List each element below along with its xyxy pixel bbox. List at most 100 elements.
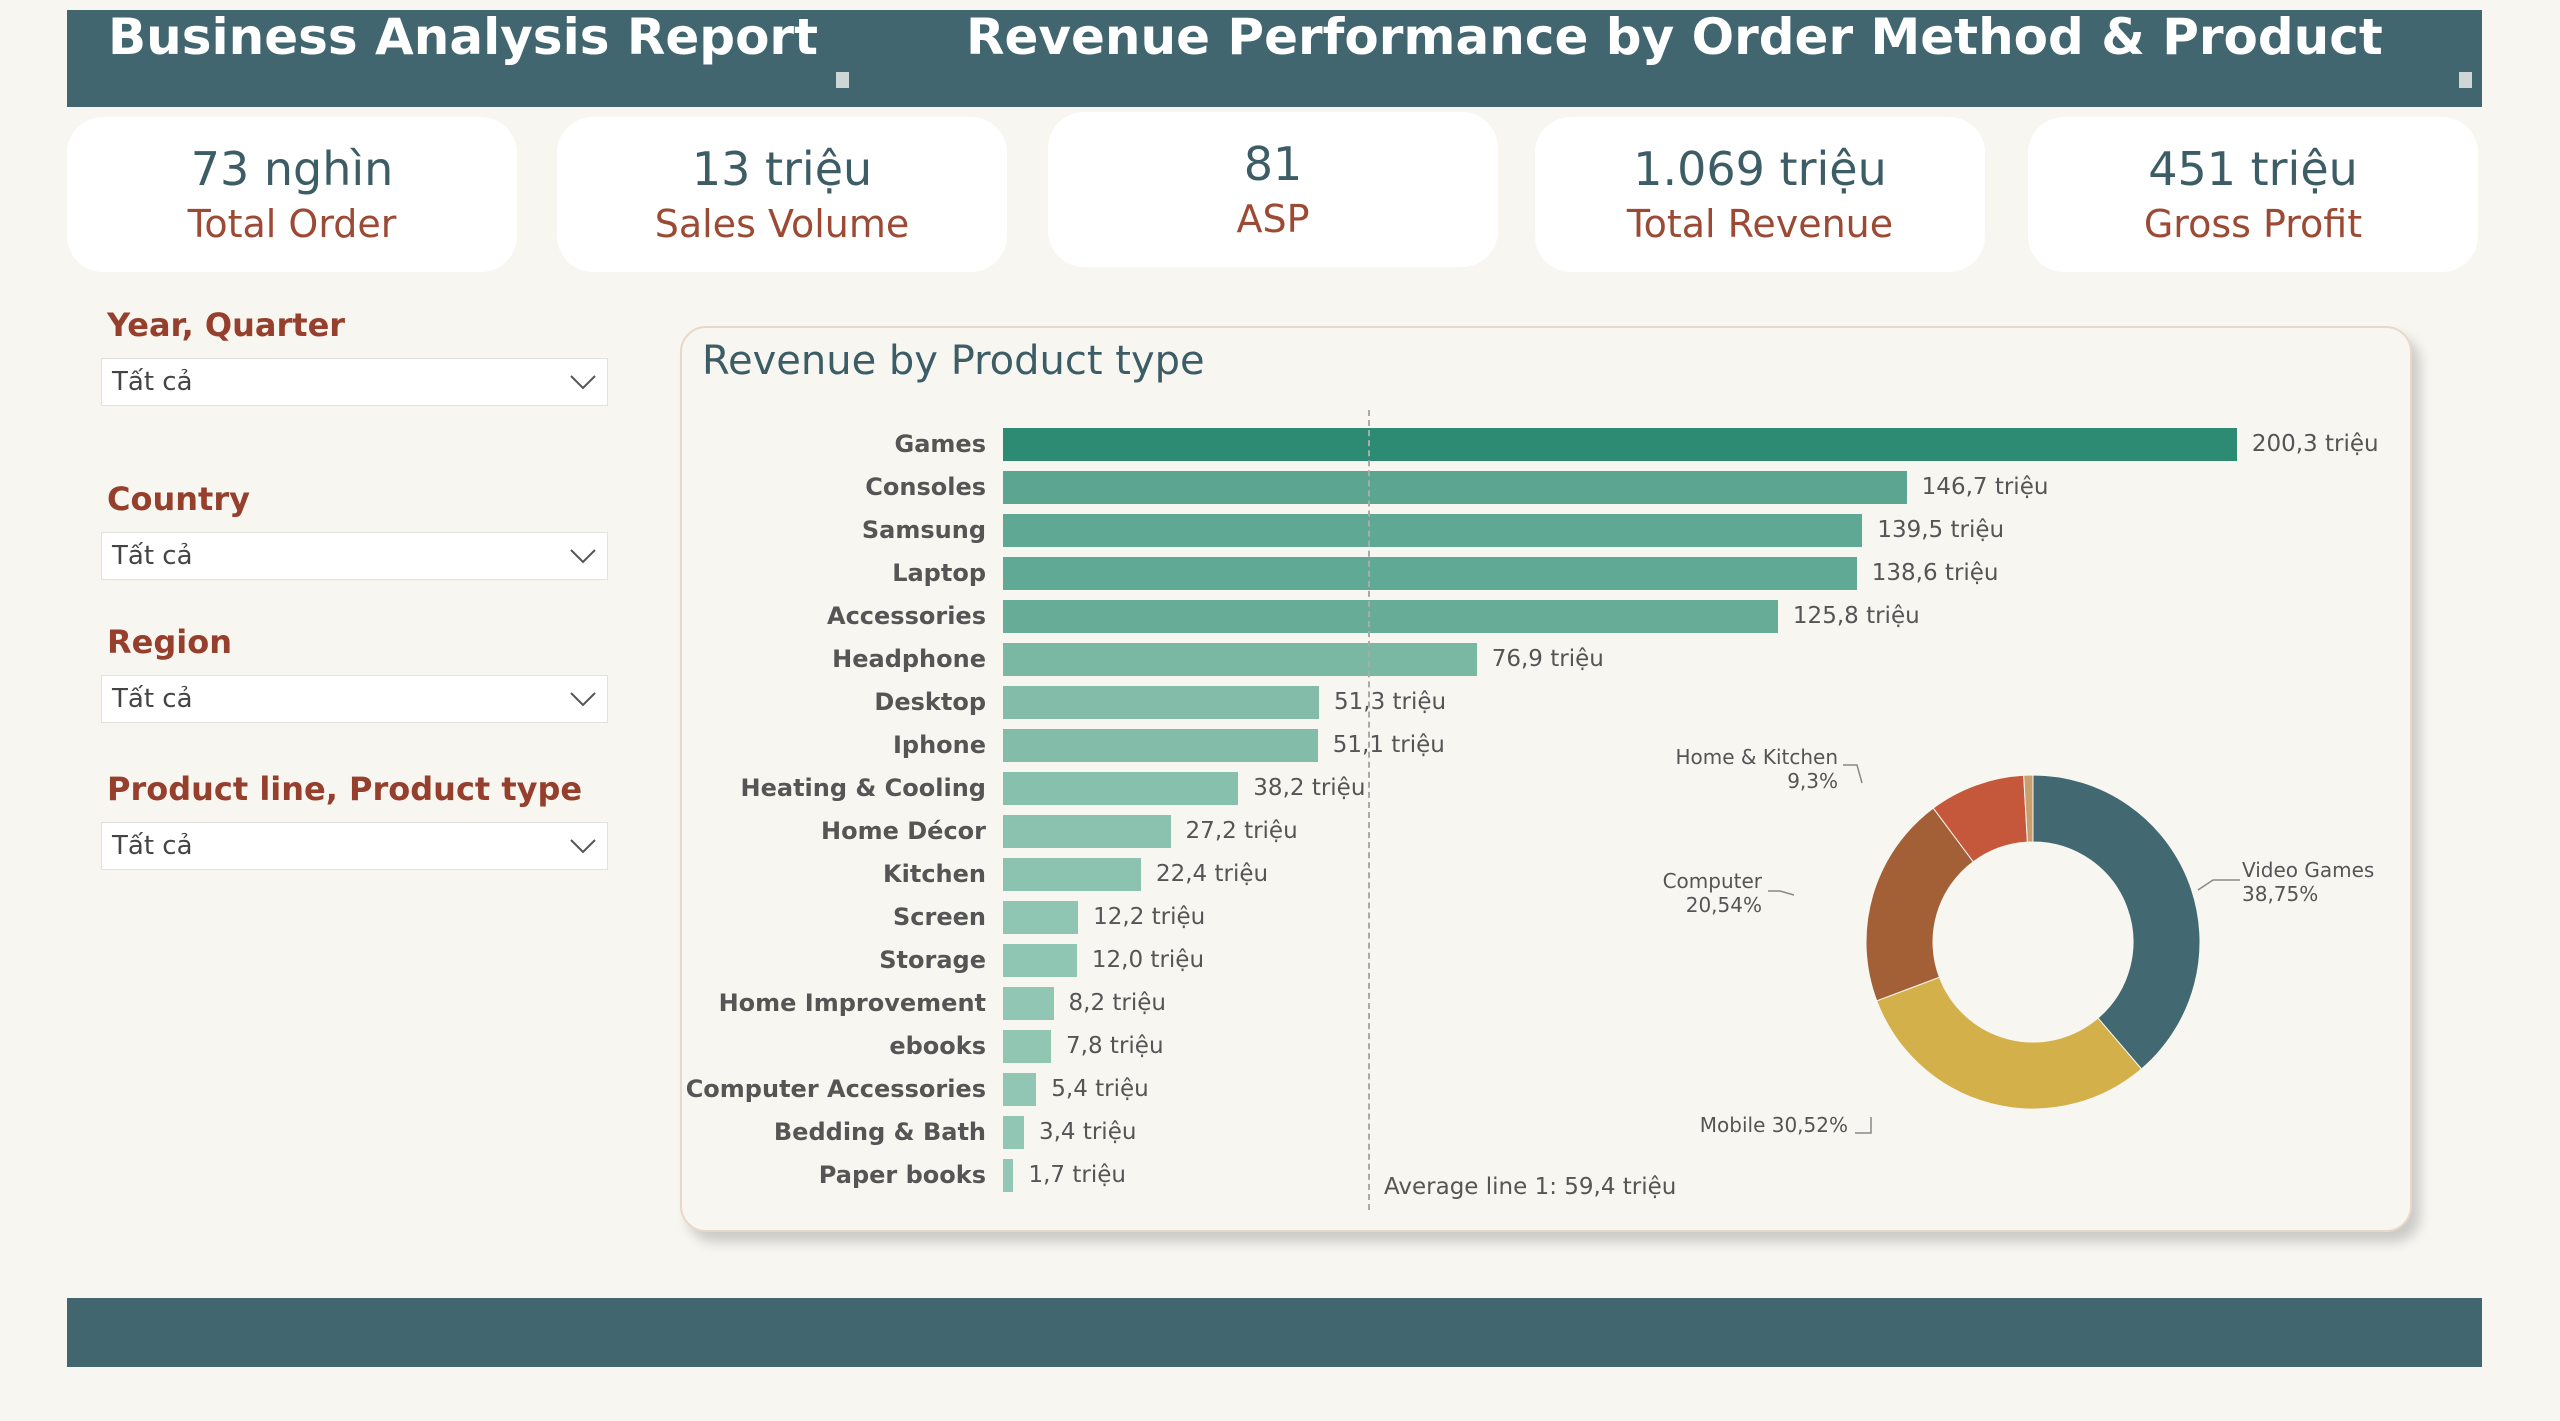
dropdown-value: Tất cả (112, 831, 193, 861)
chart-title: Revenue by Product type (702, 338, 1205, 384)
chevron-down-icon (570, 375, 596, 390)
bar-value-label: 138,6 triệu (1871, 560, 1999, 586)
bar-value-label: 8,2 triệu (1068, 990, 1166, 1016)
leader-line (1855, 1117, 1872, 1134)
dropdown-value: Tất cả (112, 367, 193, 397)
bar-value-label: 146,7 triệu (1921, 474, 2049, 500)
donut-label: Video Games (2242, 858, 2374, 882)
bar[interactable] (1003, 643, 1477, 676)
filter-label-product: Product line, Product type (107, 770, 583, 808)
year-quarter-dropdown[interactable]: Tất cả (101, 358, 608, 406)
bar-category-label: Heating & Cooling (740, 774, 986, 802)
donut-slice[interactable] (2032, 774, 2201, 1070)
bar-value-label: 125,8 triệu (1792, 603, 1920, 629)
chevron-down-icon (570, 692, 596, 707)
bar-category-label: Games (894, 430, 986, 458)
bar-value-label: 22,4 triệu (1155, 861, 1269, 887)
bar[interactable] (1003, 729, 1318, 762)
resize-handle[interactable] (2459, 72, 2472, 88)
resize-handle[interactable] (836, 72, 849, 88)
footer-bar (67, 1298, 2482, 1367)
kpi-label: Gross Profit (2143, 202, 2363, 246)
bar[interactable] (1003, 858, 1141, 891)
bar-category-label: Kitchen (883, 860, 986, 888)
bar-value-label: 3,4 triệu (1038, 1119, 1137, 1145)
filter-label-region: Region (107, 623, 232, 661)
bar-value-label: 27,2 triệu (1185, 818, 1298, 844)
bar[interactable] (1003, 901, 1079, 934)
bar-value-label: 51,3 triệu (1334, 689, 1447, 715)
leader-line (2197, 879, 2240, 891)
bar[interactable] (1003, 471, 1907, 504)
donut-slice[interactable] (1865, 807, 1974, 1002)
kpi-label: Total Revenue (1626, 202, 1894, 246)
bar-value-label: 12,2 triệu (1093, 904, 1206, 930)
bar-category-label: Computer Accessories (685, 1075, 986, 1103)
bar[interactable] (1003, 686, 1319, 719)
bar-value-label: 12,0 triệu (1091, 947, 1205, 973)
kpi-value: 81 (1243, 137, 1303, 191)
kpi-asp: 81 ASP (1048, 112, 1498, 267)
filter-label-year-quarter: Year, Quarter (107, 306, 346, 344)
bar[interactable] (1003, 944, 1077, 977)
donut-slice[interactable] (1876, 976, 2143, 1110)
header-bar (67, 10, 2482, 107)
kpi-value: 451 triệu (2148, 142, 2358, 196)
bar-category-label: ebooks (889, 1032, 986, 1060)
donut-label: Home & Kitchen (1675, 745, 1838, 769)
bar[interactable] (1003, 557, 1857, 590)
country-dropdown[interactable]: Tất cả (101, 532, 608, 580)
bar-category-label: Bedding & Bath (773, 1118, 986, 1146)
bar[interactable] (1003, 815, 1171, 848)
leader-line (1768, 890, 1795, 896)
average-line (1368, 410, 1370, 1210)
donut-pct-label: 20,54% (1686, 893, 1762, 917)
bar[interactable] (1003, 1116, 1024, 1149)
bar-category-label: Paper books (818, 1161, 986, 1189)
kpi-value: 1.069 triệu (1633, 142, 1887, 196)
bar-value-label: 200,3 triệu (2251, 431, 2379, 457)
chevron-down-icon (570, 549, 596, 564)
bar-category-label: Home Improvement (718, 989, 986, 1017)
average-line-label: Average line 1: 59,4 triệu (1384, 1174, 1677, 1200)
bar[interactable] (1003, 987, 1054, 1020)
bar[interactable] (1003, 514, 1863, 547)
bar-value-label: 51,1 triệu (1332, 732, 1445, 758)
bar-category-label: Iphone (892, 731, 986, 759)
bar[interactable] (1003, 772, 1239, 805)
filter-label-country: Country (107, 480, 250, 518)
dropdown-value: Tất cả (112, 541, 193, 571)
page-title: Revenue Performance by Order Method & Pr… (966, 8, 2383, 66)
bar-category-label: Samsung (861, 516, 986, 544)
kpi-total-revenue: 1.069 triệu Total Revenue (1535, 117, 1985, 272)
bar-category-label: Accessories (827, 602, 986, 630)
bar[interactable] (1003, 428, 2237, 461)
bar-value-label: 139,5 triệu (1877, 517, 2005, 543)
kpi-label: Total Order (187, 202, 397, 246)
kpi-value: 73 nghìn (190, 142, 394, 196)
report-title: Business Analysis Report (108, 8, 818, 66)
bar-value-label: 5,4 triệu (1051, 1076, 1149, 1102)
bar-category-label: Headphone (832, 645, 986, 673)
bar[interactable] (1003, 1159, 1014, 1192)
bar-category-label: Storage (879, 946, 986, 974)
bar-category-label: Screen (893, 903, 986, 931)
bar-value-label: 38,2 triệu (1253, 775, 1366, 801)
donut-slice[interactable] (2023, 774, 2034, 843)
donut-label: Mobile 30,52% (1700, 1113, 1848, 1137)
kpi-label: Sales Volume (654, 202, 910, 246)
region-dropdown[interactable]: Tất cả (101, 675, 608, 723)
donut-pct-label: 38,75% (2242, 882, 2318, 906)
bar[interactable] (1003, 1030, 1052, 1063)
bar[interactable] (1003, 600, 1778, 633)
bar[interactable] (1003, 1073, 1037, 1106)
kpi-sales-volume: 13 triệu Sales Volume (557, 117, 1007, 272)
chevron-down-icon (570, 839, 596, 854)
bar-category-label: Desktop (874, 688, 986, 716)
product-dropdown[interactable]: Tất cả (101, 822, 608, 870)
leader-line (1843, 764, 1863, 784)
dropdown-value: Tất cả (112, 684, 193, 714)
kpi-gross-profit: 451 triệu Gross Profit (2028, 117, 2478, 272)
bar-value-label: 7,8 triệu (1066, 1033, 1164, 1059)
